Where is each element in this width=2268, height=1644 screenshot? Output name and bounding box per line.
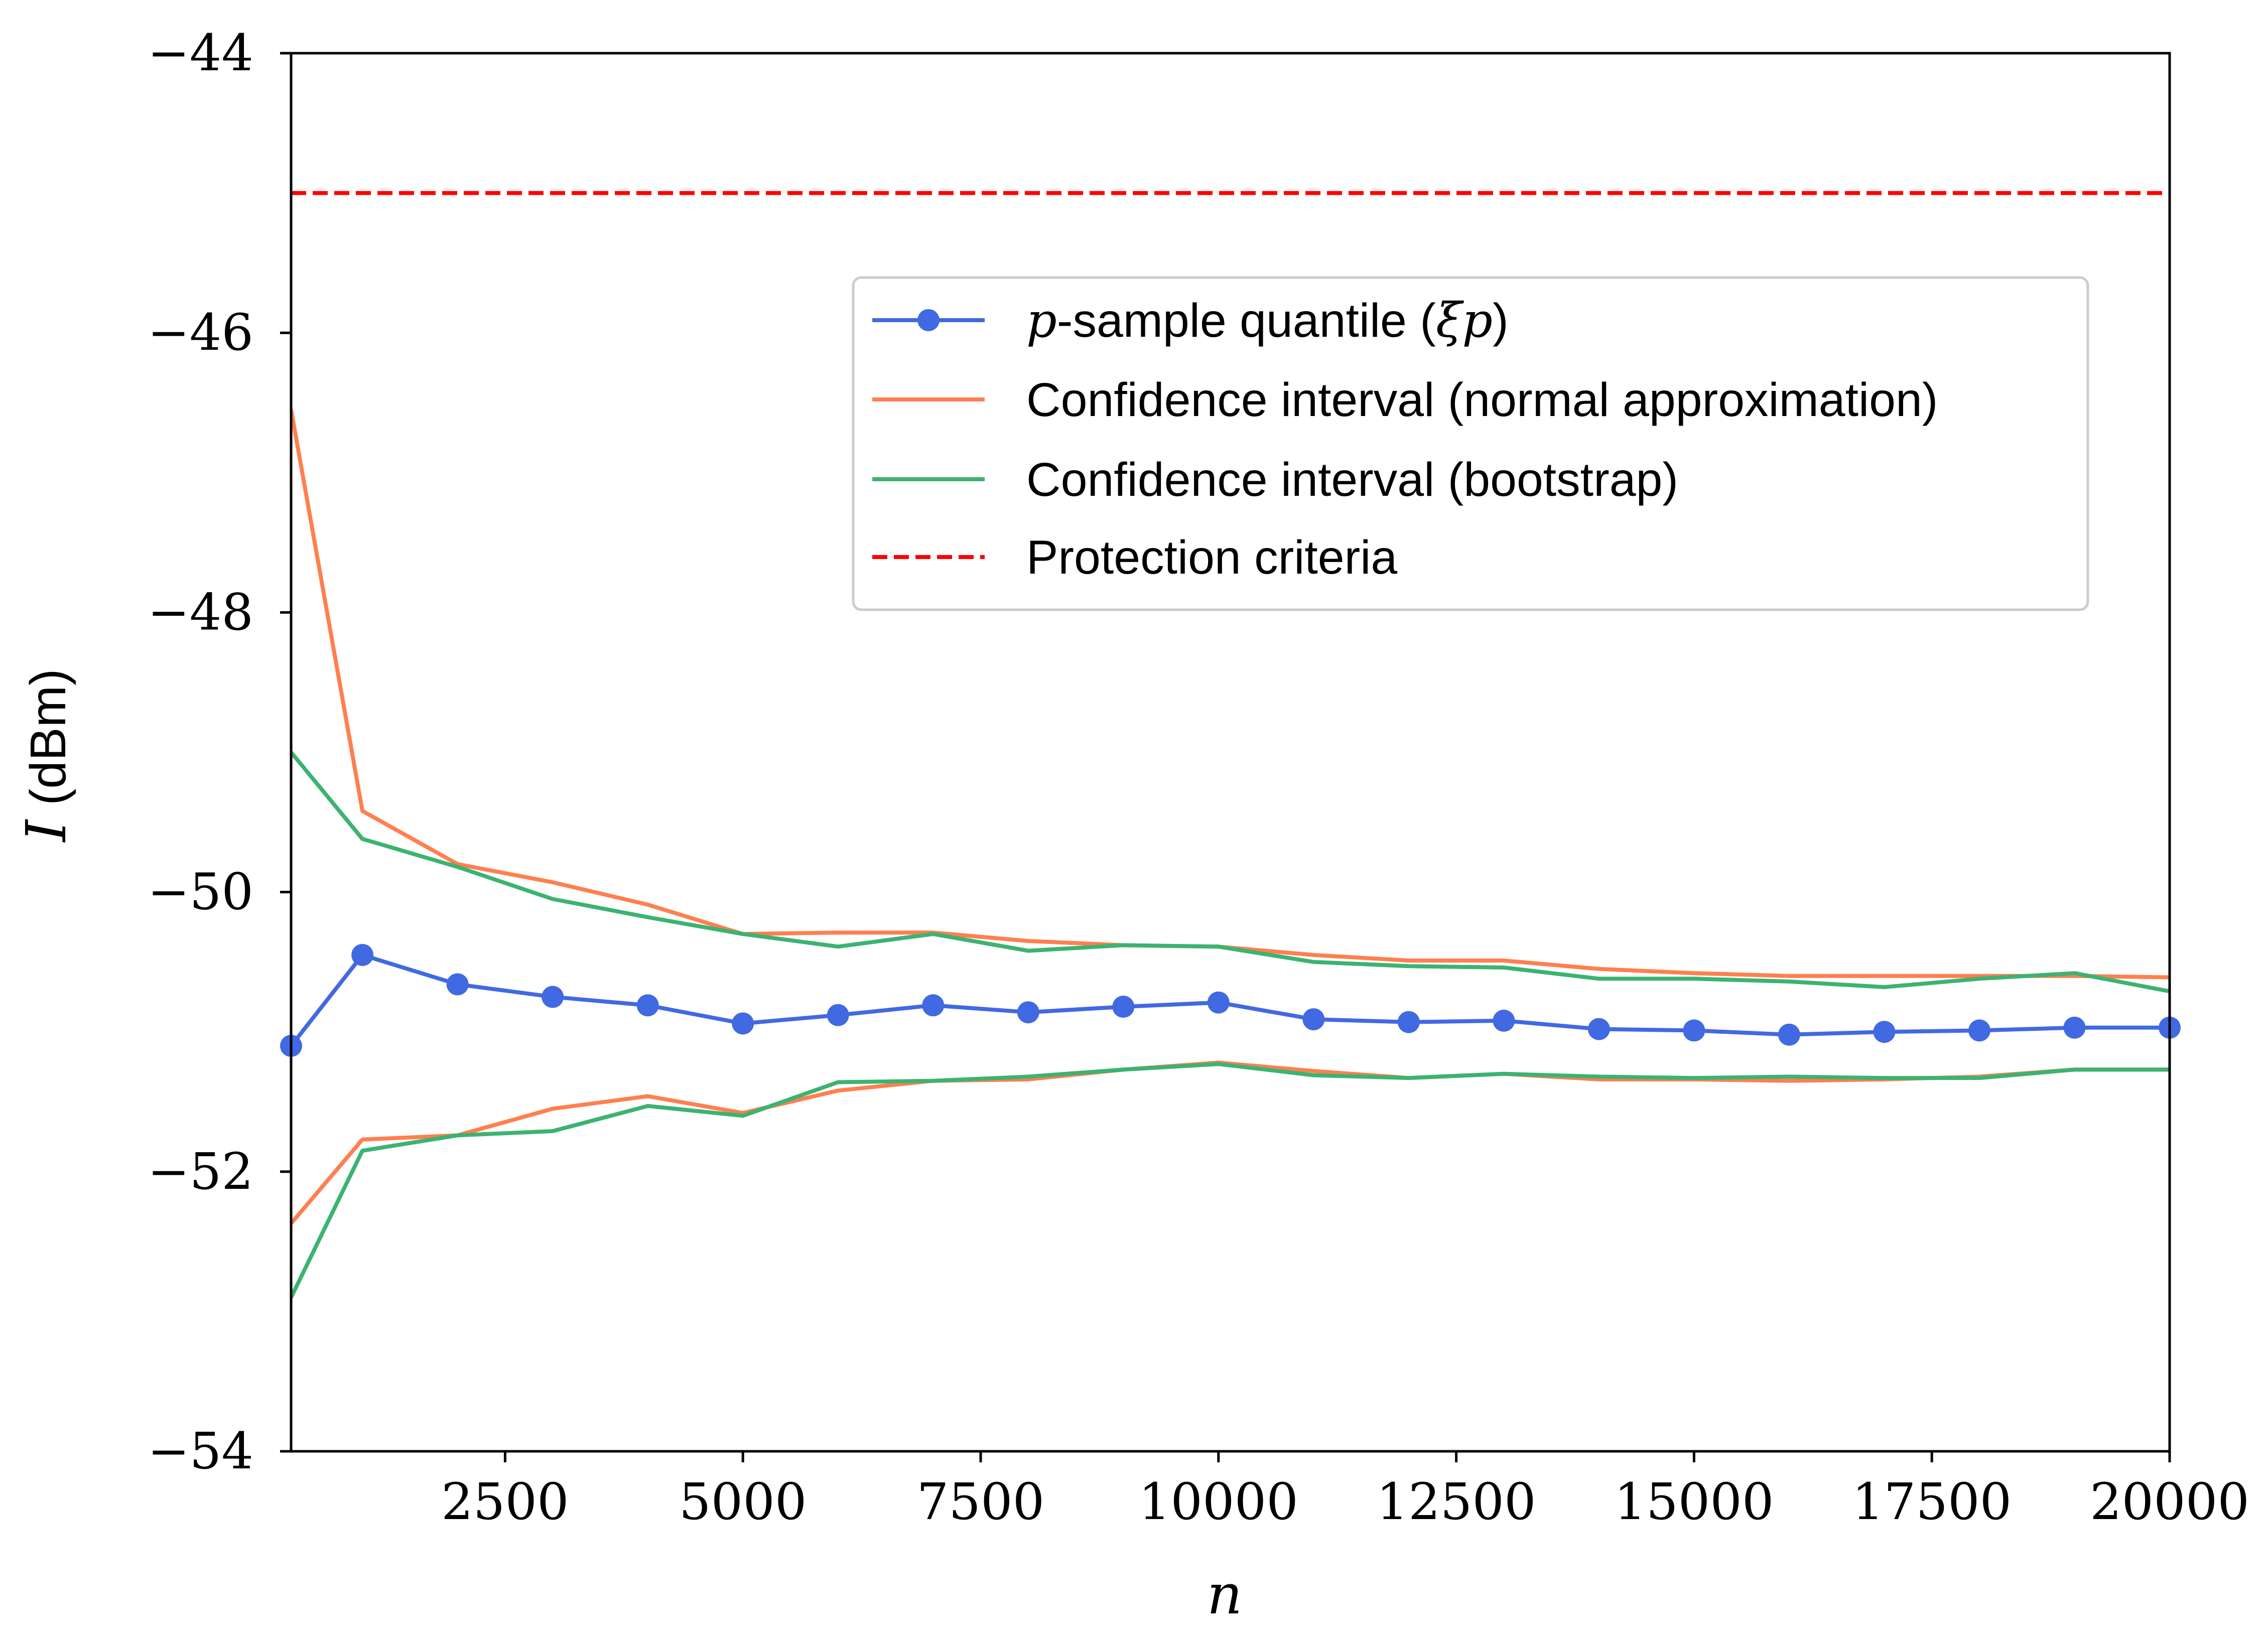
legend-label-quantile-symbol: p (1026, 293, 1057, 348)
legend-label-quantile-text: -sample quantile ( (1057, 294, 1436, 347)
quantile-point (732, 1012, 754, 1035)
x-tick-label: 20000 (2090, 1472, 2249, 1531)
legend-label-protection: Protection criteria (1026, 531, 1397, 584)
y-tick-label: −48 (148, 583, 253, 641)
series-line-bootstrap-upper (291, 751, 2170, 994)
quantile-point (542, 986, 564, 1008)
series-line-bootstrap-lower (291, 1062, 2170, 1299)
x-tick-label: 7500 (917, 1472, 1045, 1531)
y-axis-title-symbol: I (14, 818, 78, 843)
x-tick-label: 12500 (1377, 1472, 1536, 1531)
legend-entry-quantile: p-sample quantile (ξp) (872, 293, 1509, 348)
quantile-point (1587, 1018, 1610, 1040)
quantile-point (446, 973, 469, 996)
x-tick-label: 17500 (1852, 1472, 2012, 1531)
quantile-point (1968, 1019, 1990, 1042)
y-tick-label: −46 (148, 303, 253, 362)
axes-frame (290, 52, 2171, 1453)
legend-box (852, 276, 2089, 611)
x-tick-label: 2500 (441, 1472, 569, 1531)
legend-entry-bootstrap: Confidence interval (bootstrap) (872, 453, 1678, 506)
quantile-point (1778, 1023, 1800, 1046)
legend-entry-protection: Protection criteria (872, 531, 1397, 584)
legend: p-sample quantile (ξp) Confidence interv… (852, 276, 2089, 611)
quantile-point (1207, 991, 1230, 1014)
quantile-point (1302, 1008, 1325, 1031)
plot-area (280, 191, 2181, 1299)
quantile-point (2063, 1016, 2086, 1039)
quantile-point (1493, 1009, 1515, 1032)
x-tick-label: 15000 (1614, 1472, 1774, 1531)
y-tick-label: −50 (148, 863, 253, 921)
legend-entry-normal: Confidence interval (normal approximatio… (872, 373, 1938, 427)
y-tick-label: −54 (148, 1422, 253, 1480)
svg-text:I (dBm): I (dBm) (14, 669, 78, 843)
svg-text:p-sample quantile (ξp): p-sample quantile (ξp) (1026, 293, 1509, 348)
quantile-point (1683, 1019, 1705, 1042)
quantile-point (1112, 996, 1135, 1018)
quantile-point (636, 994, 659, 1017)
quantile-point (827, 1004, 849, 1026)
legend-label-quantile-xi: ξp (1436, 293, 1493, 348)
x-axis-title: n (1207, 1562, 1243, 1626)
y-axis-title-unit: (dBm) (20, 669, 76, 805)
legend-marker-quantile (917, 309, 940, 331)
legend-label-bootstrap: Confidence interval (bootstrap) (1026, 453, 1678, 506)
y-axis-title: I (dBm) (14, 669, 78, 843)
quantile-point (1873, 1021, 1896, 1043)
quantile-point (1397, 1011, 1420, 1033)
legend-label-quantile-close: ) (1493, 294, 1509, 347)
quantile-point (922, 994, 945, 1017)
x-tick-label: 10000 (1139, 1472, 1298, 1531)
y-tick-label: −44 (148, 24, 253, 82)
y-tick-label: −52 (148, 1142, 253, 1201)
x-tick-label: 5000 (679, 1472, 807, 1531)
quantile-point (351, 943, 374, 966)
quantile-point (1017, 1001, 1039, 1024)
axes: 2500 5000 7500 10000 12500 15000 17500 20000 −54… (148, 24, 2249, 1531)
legend-label-normal: Confidence interval (normal approximatio… (1026, 373, 1938, 427)
